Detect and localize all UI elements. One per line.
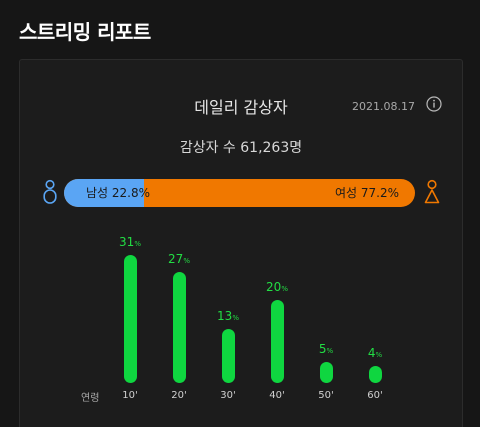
age-bar	[368, 366, 382, 383]
age-bar-value: 20%	[266, 280, 288, 294]
age-bar	[270, 300, 284, 383]
male-ratio-label: 남성 22.8%	[86, 186, 151, 200]
age-axis-label: 60'	[367, 390, 383, 401]
female-person-icon	[424, 179, 440, 204]
page-title: 스트리밍 리포트	[19, 20, 151, 44]
viewer-count: 감상자 수 61,263명	[179, 140, 303, 156]
female-ratio-label: 여성 77.2%	[334, 186, 399, 200]
age-axis-title: 연령	[81, 393, 100, 404]
card-title: 데일리 감상자	[194, 98, 288, 117]
age-bar-value: 13%	[217, 309, 239, 323]
report-date: 2021.08.17	[352, 100, 415, 113]
age-bar-value: 5%	[318, 342, 334, 356]
age-bar-value: 27%	[168, 252, 190, 266]
age-bar	[172, 272, 186, 383]
age-bar	[123, 255, 137, 383]
info-icon[interactable]	[426, 96, 442, 112]
age-axis-label: 10'	[122, 390, 138, 401]
daily-viewers-card: 데일리 감상자 2021.08.17 감상자 수 61,263명 남성 22.8…	[19, 59, 463, 427]
male-ratio-fill	[64, 179, 145, 207]
age-bar	[221, 329, 235, 383]
male-person-icon	[43, 179, 57, 204]
age-axis-label: 30'	[220, 390, 236, 401]
age-axis-label: 40'	[269, 390, 285, 401]
age-distribution-chart: 연령 31% 10' 27% 20' 13% 30' 20% 40' 5% 50' 4% 60'	[20, 60, 462, 427]
age-axis-label: 50'	[318, 390, 334, 401]
age-bar-value: 31%	[119, 235, 141, 249]
gender-ratio-bar: 남성 22.8% 여성 77.2%	[64, 179, 415, 207]
age-bar-value: 4%	[367, 346, 383, 360]
age-axis-label: 20'	[171, 390, 187, 401]
age-bar	[319, 362, 333, 383]
